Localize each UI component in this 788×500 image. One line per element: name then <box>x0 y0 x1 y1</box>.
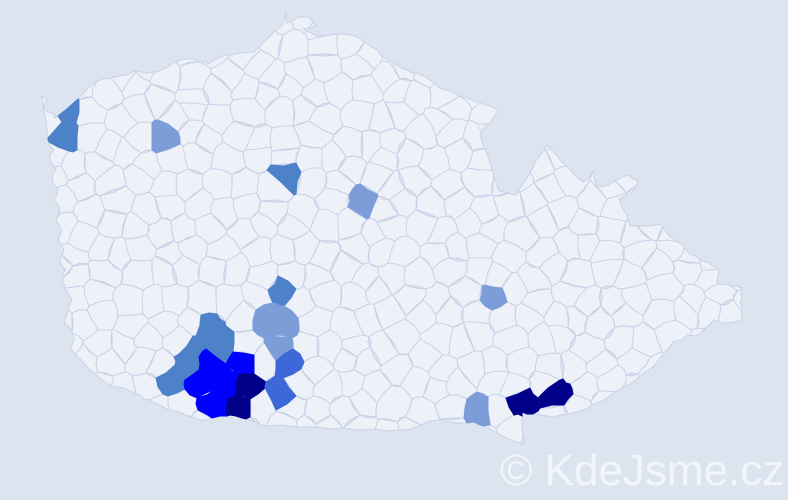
svg-text:© KdeJsme.cz: © KdeJsme.cz <box>500 446 784 495</box>
